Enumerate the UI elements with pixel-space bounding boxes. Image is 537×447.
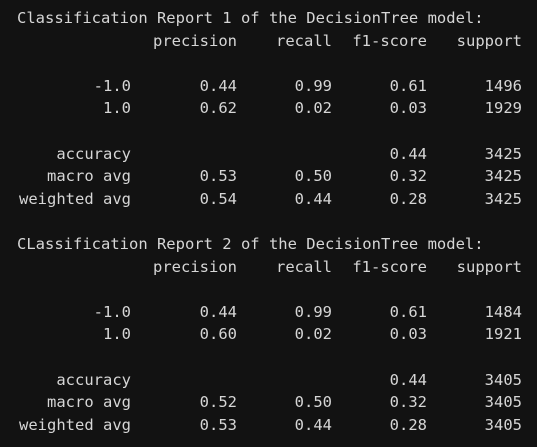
metric-value: 1484 [484,302,522,321]
column-header: precision [153,257,237,276]
column-header: f1-score [352,31,427,50]
row-label: -1.0 [93,302,131,321]
metric-value: 0.44 [389,144,427,163]
metric-value: 1496 [484,76,522,95]
row-label: weighted avg [19,415,131,434]
metric-value: 0.61 [389,302,427,321]
row-label: macro avg [47,167,131,186]
metric-value: 3425 [484,167,522,186]
column-header: f1-score [352,257,427,276]
metric-value: 0.02 [294,99,332,118]
metric-value: 0.03 [389,99,427,118]
metric-value: 0.50 [294,393,332,412]
metric-value: 0.60 [199,325,237,344]
column-header: recall [276,31,332,50]
row-label: weighted avg [19,189,131,208]
metric-value: 0.54 [199,189,237,208]
row-label: accuracy [56,144,131,163]
column-header: recall [276,257,332,276]
column-header: support [456,31,522,50]
row-label: macro avg [47,393,131,412]
metric-value: 0.44 [294,189,332,208]
metric-value: 0.44 [199,76,237,95]
metric-value: 3405 [484,393,522,412]
metric-value: 0.44 [389,370,427,389]
metric-value: 1921 [484,325,522,344]
metric-value: 0.99 [294,76,332,95]
metric-value: 0.53 [199,167,237,186]
metric-value: 3425 [484,189,522,208]
metric-value: 0.02 [294,325,332,344]
metric-value: 0.44 [294,415,332,434]
metric-value: 1929 [484,99,522,118]
report-title: CLassification Report 2 of the DecisionT… [17,235,484,253]
report-title: Classification Report 1 of the DecisionT… [17,9,484,27]
row-label: -1.0 [93,76,131,95]
metric-value: 0.50 [294,167,332,186]
metric-value: 0.61 [389,76,427,95]
metric-value: 0.62 [199,99,237,118]
row-label: 1.0 [103,99,131,118]
metric-value: 0.52 [199,393,237,412]
metric-value: 0.28 [389,415,427,434]
metric-value: 0.99 [294,302,332,321]
metric-value: 3405 [484,370,522,389]
row-label: 1.0 [103,325,131,344]
column-header: support [456,257,522,276]
metric-value: 0.03 [389,325,427,344]
metric-value: 0.44 [199,302,237,321]
row-label: accuracy [56,370,131,389]
metric-value: 0.32 [389,167,427,186]
metric-value: 3425 [484,144,522,163]
metric-value: 3405 [484,415,522,434]
column-header: precision [153,31,237,50]
metric-value: 0.53 [199,415,237,434]
metric-value: 0.28 [389,189,427,208]
metric-value: 0.32 [389,393,427,412]
